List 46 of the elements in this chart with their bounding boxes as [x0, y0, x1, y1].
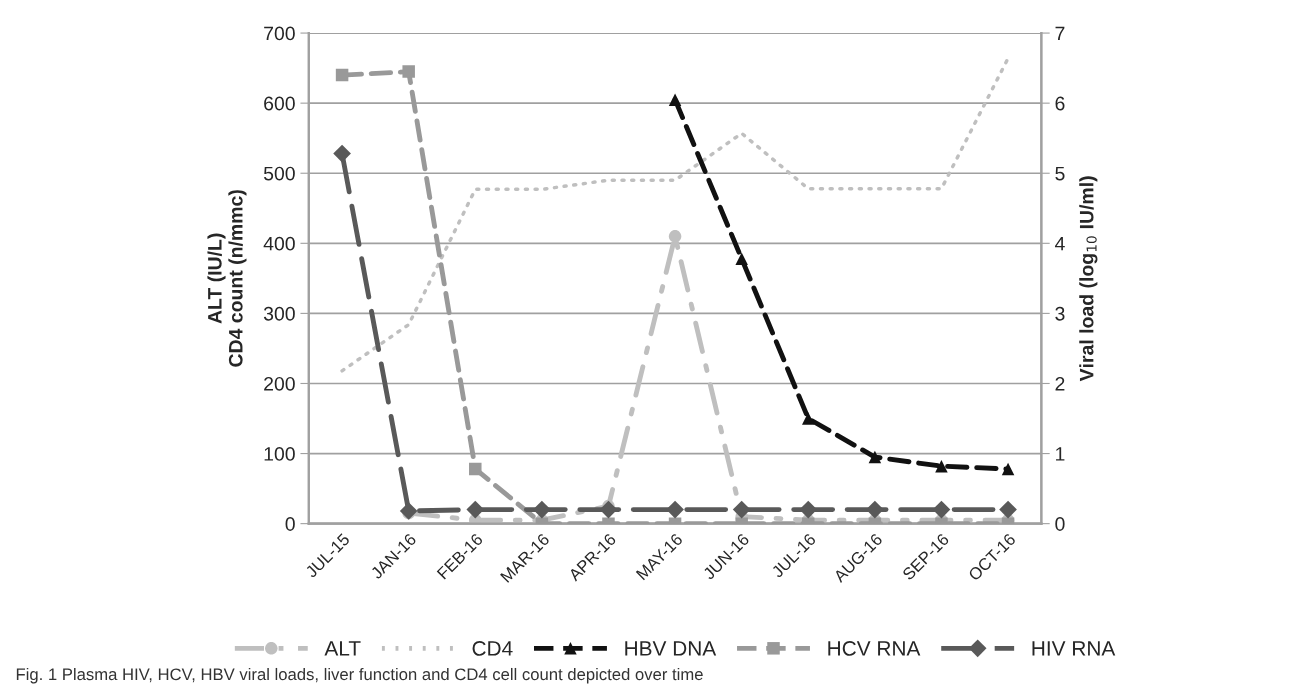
- point: [999, 500, 1017, 519]
- point: [932, 500, 951, 519]
- y-tick-label: 100: [264, 447, 295, 461]
- point: [402, 65, 415, 78]
- y-tick-label: 600: [264, 96, 295, 111]
- point: [399, 502, 418, 520]
- caption: Fig. 1 Plasma HIV, HCV, HBV viral loads, liver function and CD4 cell count depicted over time: [16, 667, 703, 684]
- y-tick-label: 700: [264, 26, 295, 41]
- point: [333, 144, 351, 163]
- point: [799, 500, 818, 519]
- point: [868, 450, 882, 464]
- y2-tick-label: 3: [1055, 306, 1065, 321]
- y-tick-label: 300: [263, 306, 295, 321]
- point: [668, 230, 682, 243]
- legend-label: HCV RNA: [828, 641, 921, 656]
- y2-tick-label: 7: [1055, 26, 1065, 41]
- y-tick-label: 200: [264, 376, 295, 391]
- y2-tick-label: 6: [1055, 96, 1065, 111]
- point: [335, 68, 349, 82]
- point: [732, 500, 751, 519]
- point: [599, 500, 618, 519]
- point: [866, 500, 884, 519]
- legend-label: HBV DNA: [625, 641, 717, 656]
- point: [668, 93, 682, 106]
- point: [935, 459, 948, 473]
- point: [466, 500, 485, 519]
- point: [469, 462, 482, 476]
- line-series: [340, 56, 1010, 373]
- y2-tick-label: 0: [1055, 517, 1065, 531]
- legend-label: CD4: [472, 641, 513, 656]
- y2-tick-label: 1: [1056, 447, 1065, 461]
- y-axis-title: ALT (IU/L) CD4 count (n/mmc): [207, 190, 247, 367]
- legend-label: HIV RNA: [1032, 641, 1116, 656]
- y-tick-label: 500: [263, 166, 295, 181]
- legend-label: ALT: [324, 641, 361, 656]
- y2-axis-title: Viral load (log$_{10}$ IU/ml): [1079, 176, 1098, 382]
- y-tick-label: 0: [285, 517, 295, 531]
- point: [666, 500, 684, 519]
- point: [1001, 462, 1015, 476]
- y2-tick-label: 2: [1055, 376, 1065, 391]
- point: [735, 252, 748, 265]
- y2-tick-label: 5: [1055, 166, 1065, 181]
- point: [533, 500, 551, 519]
- y2-tick-label: 4: [1054, 236, 1065, 251]
- y-tick-label: 400: [263, 236, 295, 251]
- point: [802, 412, 815, 425]
